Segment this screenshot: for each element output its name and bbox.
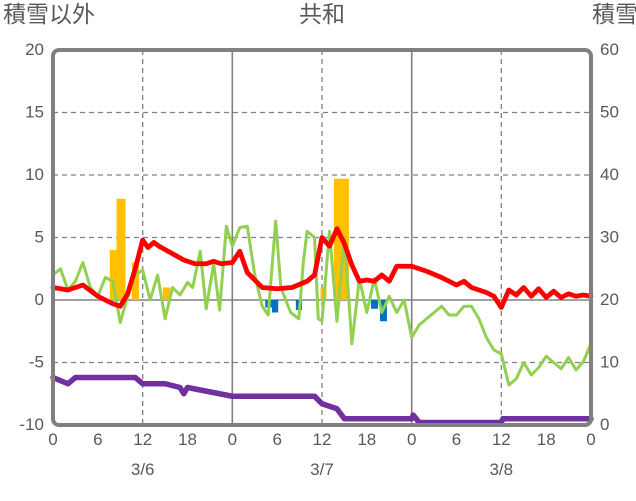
svg-text:3/6: 3/6 [131, 460, 155, 479]
svg-text:0: 0 [228, 430, 237, 449]
svg-text:10: 10 [600, 353, 619, 372]
svg-text:12: 12 [313, 430, 332, 449]
svg-text:6: 6 [452, 430, 461, 449]
svg-text:5: 5 [35, 228, 44, 247]
svg-text:12: 12 [492, 430, 511, 449]
svg-text:40: 40 [600, 165, 619, 184]
svg-text:積雪以外: 積雪以外 [3, 1, 95, 27]
svg-text:6: 6 [272, 430, 281, 449]
svg-text:50: 50 [600, 103, 619, 122]
svg-text:3/8: 3/8 [489, 460, 513, 479]
svg-text:20: 20 [600, 290, 619, 309]
svg-text:20: 20 [25, 40, 44, 59]
svg-text:10: 10 [25, 165, 44, 184]
svg-text:60: 60 [600, 40, 619, 59]
svg-text:15: 15 [25, 103, 44, 122]
svg-text:3/7: 3/7 [310, 460, 334, 479]
svg-text:共和: 共和 [299, 1, 345, 27]
svg-text:0: 0 [586, 430, 595, 449]
svg-text:-5: -5 [29, 353, 44, 372]
svg-text:0: 0 [407, 430, 416, 449]
svg-text:18: 18 [537, 430, 556, 449]
svg-text:0: 0 [600, 415, 609, 434]
svg-text:30: 30 [600, 228, 619, 247]
svg-text:6: 6 [93, 430, 102, 449]
svg-text:0: 0 [48, 430, 57, 449]
svg-text:12: 12 [133, 430, 152, 449]
svg-text:18: 18 [178, 430, 197, 449]
svg-text:積雪: 積雪 [592, 1, 636, 27]
svg-text:18: 18 [357, 430, 376, 449]
svg-text:0: 0 [35, 290, 44, 309]
svg-text:-10: -10 [19, 415, 44, 434]
